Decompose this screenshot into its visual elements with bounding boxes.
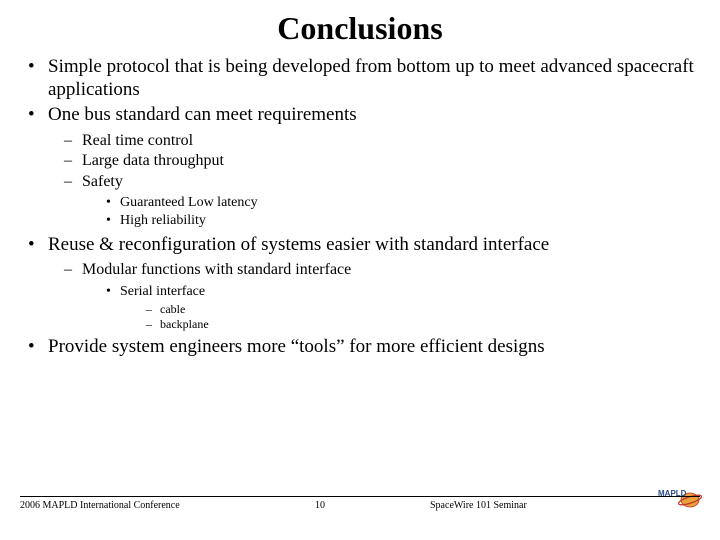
bullet-text: Safety	[82, 173, 123, 190]
bullet-item: Serial interface cable backplane	[100, 283, 700, 331]
bullet-text: cable	[160, 302, 185, 316]
bullet-text: backplane	[160, 317, 209, 331]
bullet-item: Simple protocol that is being developed …	[20, 55, 700, 101]
bullet-item: Large data throughput	[60, 151, 700, 171]
bullet-item: One bus standard can meet requirements R…	[20, 103, 700, 229]
bullet-item: High reliability	[100, 212, 700, 229]
slide-footer: 2006 MAPLD International Conference 10 S…	[20, 496, 700, 526]
bullet-text: Large data throughput	[82, 152, 224, 169]
bullet-list-level2: Modular functions with standard interfac…	[60, 260, 700, 331]
bullet-list-level3: Serial interface cable backplane	[100, 283, 700, 331]
bullet-text: Serial interface	[120, 284, 205, 299]
footer-left-text: 2006 MAPLD International Conference	[20, 500, 290, 511]
bullet-text: Modular functions with standard interfac…	[82, 261, 351, 278]
bullet-list-level2: Real time control Large data throughput …	[60, 131, 700, 230]
bullet-text: Simple protocol that is being developed …	[48, 56, 694, 100]
bullet-text: Guaranteed Low latency	[120, 195, 258, 210]
bullet-item: Provide system engineers more “tools” fo…	[20, 335, 700, 358]
bullet-item: Safety Guaranteed Low latency High relia…	[60, 172, 700, 230]
bullet-item: Reuse & reconfiguration of systems easie…	[20, 233, 700, 331]
bullet-text: Reuse & reconfiguration of systems easie…	[48, 234, 549, 255]
bullet-text: One bus standard can meet requirements	[48, 104, 357, 125]
footer-right-text: SpaceWire 101 Seminar	[350, 500, 700, 511]
footer-page-number: 10	[290, 500, 350, 511]
bullet-item: Modular functions with standard interfac…	[60, 260, 700, 331]
slide-title: Conclusions	[20, 10, 700, 47]
bullet-text: Real time control	[82, 132, 193, 149]
footer-divider	[20, 496, 700, 497]
bullet-list-level1: Simple protocol that is being developed …	[20, 55, 700, 358]
bullet-list-level3: Guaranteed Low latency High reliability	[100, 194, 700, 229]
bullet-item: Guaranteed Low latency	[100, 194, 700, 211]
footer-row: 2006 MAPLD International Conference 10 S…	[20, 500, 700, 511]
slide-content: Simple protocol that is being developed …	[20, 55, 700, 358]
slide: Conclusions Simple protocol that is bein…	[0, 0, 720, 540]
bullet-item: backplane	[140, 317, 700, 332]
bullet-text: Provide system engineers more “tools” fo…	[48, 336, 545, 357]
bullet-item: Real time control	[60, 131, 700, 151]
bullet-list-level4: cable backplane	[140, 302, 700, 331]
bullet-text: High reliability	[120, 213, 206, 228]
bullet-item: cable	[140, 302, 700, 317]
